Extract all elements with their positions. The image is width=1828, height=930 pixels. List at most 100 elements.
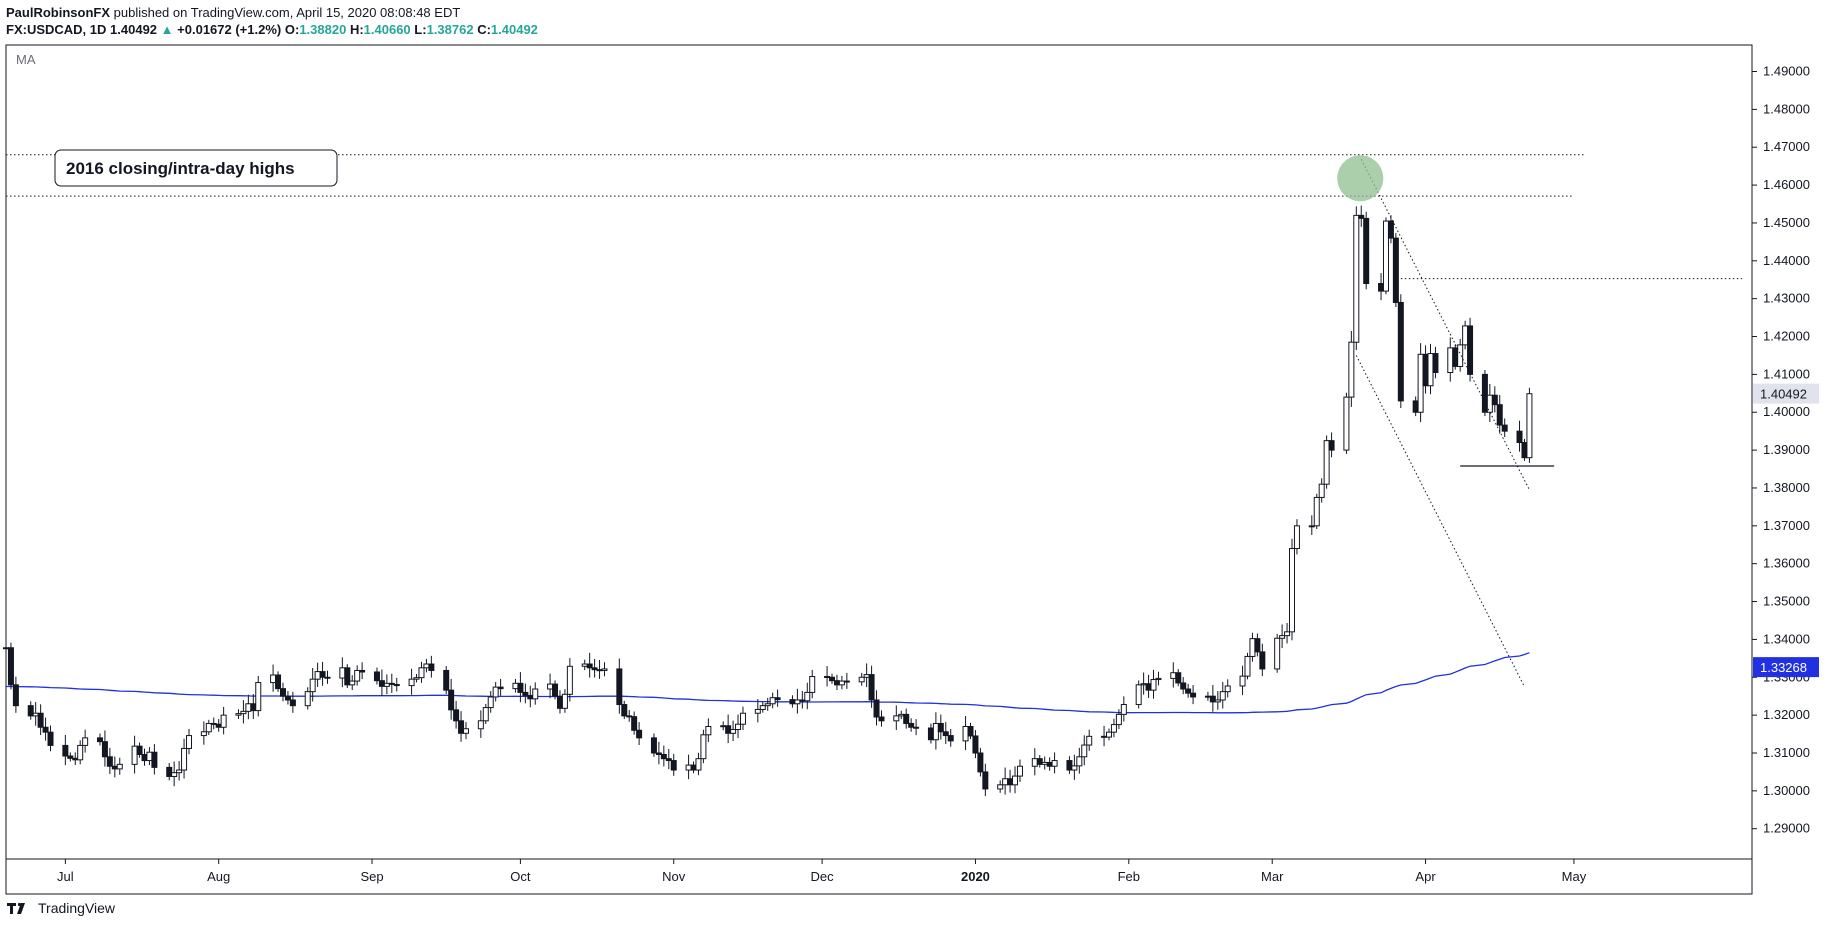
- y-tick-label: 1.34000: [1763, 631, 1810, 646]
- candle-body: [1120, 704, 1127, 715]
- candle-body: [1214, 699, 1221, 703]
- candle-body: [1452, 347, 1459, 367]
- candle-body: [458, 720, 465, 734]
- candle-body: [413, 677, 420, 680]
- candle-body: [111, 765, 118, 770]
- candle-body: [824, 676, 831, 679]
- candle-body: [1348, 341, 1355, 398]
- candle-body: [1051, 760, 1058, 767]
- author[interactable]: PaulRobinsonFX: [6, 5, 110, 20]
- candle-body: [82, 737, 89, 746]
- time-axis[interactable]: Jul Aug Sep Oct Nov Dec 2020 Feb Mar Apr May: [57, 859, 1587, 884]
- candle-body: [1293, 525, 1300, 550]
- y-tick-label: 1.35000: [1763, 594, 1810, 609]
- candle-body: [428, 663, 435, 671]
- candle-body: [1224, 685, 1231, 693]
- y-tick-label: 1.38000: [1763, 480, 1810, 495]
- candle-body: [1387, 220, 1394, 239]
- y-tick-label: 1.49000: [1763, 64, 1810, 79]
- candle-body: [1081, 744, 1088, 758]
- candle-body: [487, 696, 494, 709]
- candle-body: [913, 726, 920, 729]
- candle-body: [275, 674, 282, 690]
- candle-body: [829, 676, 836, 682]
- candle-body: [685, 764, 692, 771]
- candle-body: [1016, 765, 1023, 777]
- candle-body: [1007, 778, 1014, 786]
- last-price: 1.40492: [110, 22, 158, 37]
- candle-body: [349, 680, 356, 686]
- candle-body: [903, 713, 910, 724]
- candle-body: [205, 722, 212, 733]
- candle-body: [566, 665, 573, 695]
- candle-body: [1135, 684, 1142, 706]
- candle-body: [1145, 683, 1152, 691]
- low-label: L:: [414, 22, 427, 37]
- candles: [3, 205, 1533, 797]
- symbol: FX:USDCAD, 1D: [6, 22, 107, 37]
- candle-body: [1110, 724, 1117, 733]
- candle-body: [324, 676, 331, 679]
- candle-body: [448, 689, 455, 711]
- candle-body: [1323, 440, 1330, 485]
- candle-body: [1397, 301, 1404, 402]
- price-axis[interactable]: 1.49000 1.48000 1.47000 1.46000 1.45000 1.440…: [1752, 64, 1810, 836]
- x-tick-label: Aug: [207, 869, 230, 884]
- candle-body: [418, 667, 425, 679]
- candle-body: [1031, 758, 1038, 767]
- candle-body: [1209, 695, 1216, 703]
- candle-body: [908, 722, 915, 728]
- candle-body: [591, 667, 598, 671]
- drawings[interactable]: [1337, 155, 1555, 687]
- candle-body: [942, 731, 949, 737]
- candle-body: [982, 771, 989, 790]
- horizontal-levels: [6, 154, 1743, 280]
- candle-body: [67, 755, 74, 759]
- close-value: 1.40492: [490, 22, 538, 37]
- candle-body: [937, 722, 944, 733]
- candle-body: [1012, 775, 1019, 786]
- candle-body: [670, 760, 677, 771]
- candle-body: [759, 705, 766, 710]
- candle-body: [77, 744, 84, 761]
- low-value: 1.38762: [426, 22, 474, 37]
- candle-body: [37, 712, 44, 728]
- candle-body: [32, 712, 39, 717]
- footer-brand[interactable]: TradingView: [38, 900, 116, 916]
- candle-body: [967, 725, 974, 737]
- candle-body: [210, 722, 217, 725]
- candle-body: [423, 663, 430, 669]
- candle-body: [512, 682, 519, 690]
- candle-body: [843, 680, 850, 683]
- candle-body: [1378, 283, 1385, 292]
- candle-body: [522, 691, 529, 696]
- y-tick-label: 1.29000: [1763, 821, 1810, 836]
- candle-body: [408, 678, 415, 687]
- candle-body: [136, 745, 143, 756]
- y-tick-label: 1.48000: [1763, 101, 1810, 116]
- candle-body: [1244, 655, 1251, 677]
- candle-body: [927, 727, 934, 741]
- candle-body: [1002, 778, 1009, 786]
- trend-line[interactable]: [1360, 159, 1530, 491]
- candle-body: [1422, 353, 1429, 387]
- candle-body: [1501, 424, 1508, 432]
- candle-body: [3, 647, 9, 650]
- y-tick-label: 1.32000: [1763, 707, 1810, 722]
- candle-body: [1417, 353, 1424, 413]
- candle-body: [1155, 677, 1162, 681]
- candle-body: [947, 735, 954, 742]
- highlight-circle[interactable]: [1337, 155, 1384, 202]
- candle-body: [962, 725, 969, 742]
- annotation-box[interactable]: 2016 closing/intra-day highs: [54, 149, 338, 187]
- indicator-label[interactable]: MA: [16, 52, 36, 67]
- candle-body: [1204, 695, 1211, 698]
- x-tick-label: Apr: [1415, 869, 1436, 884]
- candle-body: [1185, 688, 1192, 694]
- candle-body: [1328, 440, 1335, 451]
- candle-body: [1363, 217, 1370, 285]
- price-chart[interactable]: MA 1.490001.480001.470001.460001.450001.…: [0, 0, 1828, 900]
- candle-body: [151, 751, 158, 768]
- y-tick-label: 1.39000: [1763, 442, 1810, 457]
- candle-body: [383, 682, 390, 687]
